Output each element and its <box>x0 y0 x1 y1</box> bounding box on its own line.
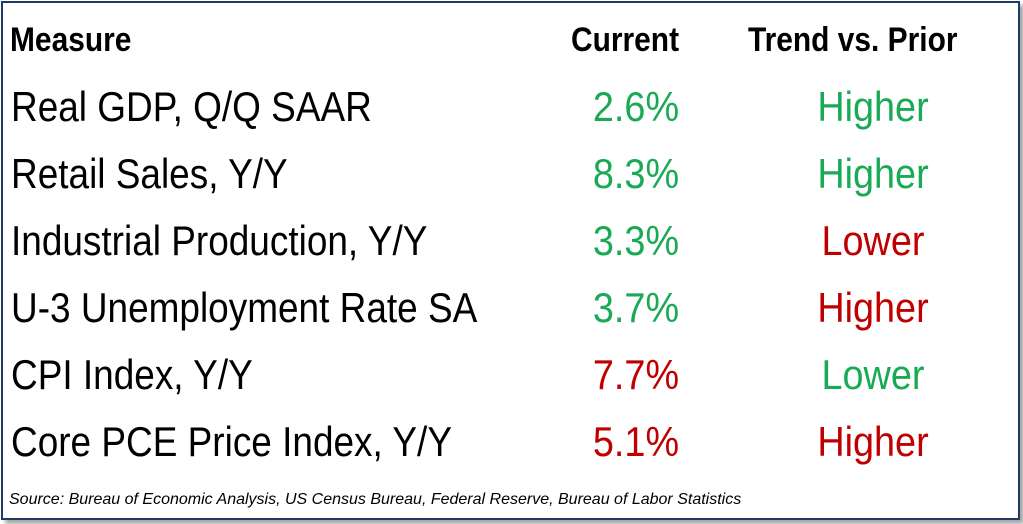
row-trend: Higher <box>817 284 929 331</box>
table-row: Core PCE Price Index, Y/Y 5.1% Higher <box>3 410 1018 477</box>
row-measure: Retail Sales, Y/Y <box>11 150 288 197</box>
row-measure: U-3 Unemployment Rate SA <box>11 284 478 331</box>
row-trend: Higher <box>817 83 929 130</box>
source-note: Source: Bureau of Economic Analysis, US … <box>9 491 742 508</box>
header-measure: Measure <box>10 21 132 59</box>
row-measure: Real GDP, Q/Q SAAR <box>11 83 372 130</box>
table-row: Real GDP, Q/Q SAAR 2.6% Higher <box>3 75 1018 142</box>
row-current: 5.1% <box>592 418 680 465</box>
header-trend: Trend vs. Prior <box>748 21 958 59</box>
row-current: 8.3% <box>592 150 680 197</box>
table-row: U-3 Unemployment Rate SA 3.7% Higher <box>3 276 1018 343</box>
row-measure: Industrial Production, Y/Y <box>11 217 428 264</box>
row-trend: Higher <box>817 150 929 197</box>
row-trend: Lower <box>821 217 925 264</box>
row-current: 7.7% <box>592 351 680 398</box>
table-row: Industrial Production, Y/Y 3.3% Lower <box>3 209 1018 276</box>
row-measure: Core PCE Price Index, Y/Y <box>11 418 452 465</box>
row-trend: Higher <box>817 418 929 465</box>
row-measure: CPI Index, Y/Y <box>11 351 253 398</box>
row-current: 3.3% <box>592 217 680 264</box>
table-row: CPI Index, Y/Y 7.7% Lower <box>3 343 1018 410</box>
table-header: Measure Current Trend vs. Prior <box>3 21 1018 71</box>
header-current: Current <box>571 21 680 59</box>
table-body: Real GDP, Q/Q SAAR 2.6% Higher Retail Sa… <box>3 75 1018 477</box>
row-trend: Lower <box>821 351 925 398</box>
row-current: 2.6% <box>592 83 680 130</box>
row-current: 3.7% <box>592 284 680 331</box>
table-row: Retail Sales, Y/Y 8.3% Higher <box>3 142 1018 209</box>
